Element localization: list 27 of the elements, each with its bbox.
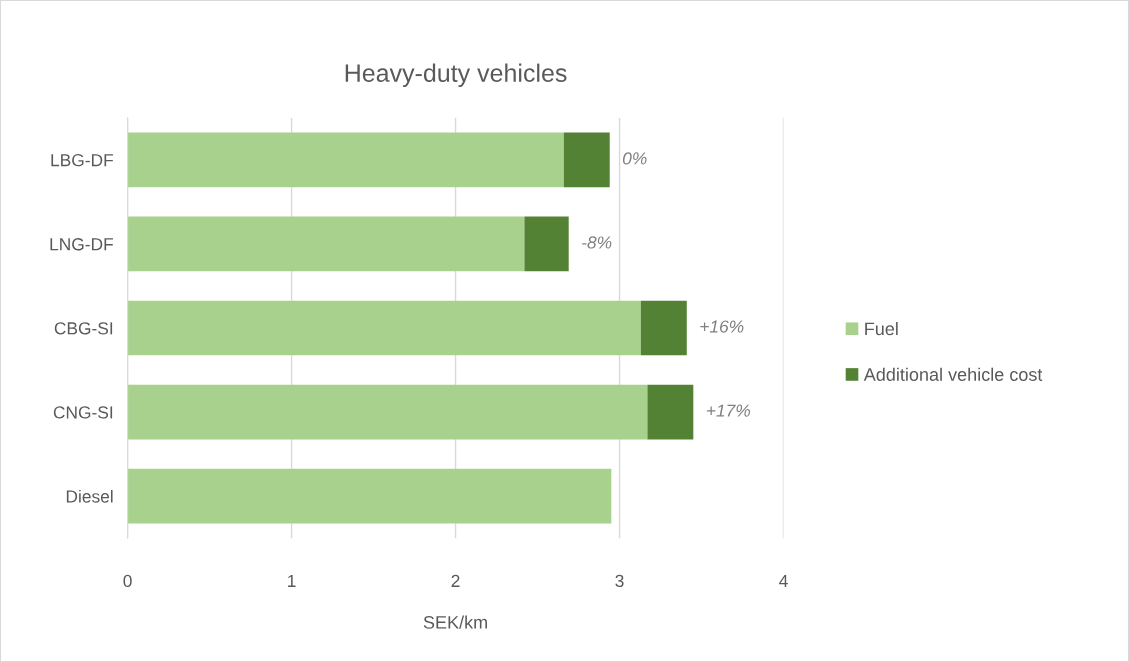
chart-title: Heavy-duty vehicles — [345, 63, 567, 87]
bar — [647, 384, 694, 440]
annotation: 0% — [622, 152, 647, 165]
x-tick-label: 4 — [779, 574, 788, 587]
y-tick-label: CNG-SI — [53, 406, 113, 419]
bar — [127, 384, 648, 440]
annotation: +16% — [700, 320, 744, 333]
y-tick-label: CBG-SI — [54, 322, 113, 335]
annotation: -8% — [582, 236, 612, 249]
x-tick-label: 0 — [123, 574, 132, 588]
bar — [524, 216, 569, 272]
x-tick-label: 3 — [615, 574, 624, 588]
y-tick-label: Diesel — [66, 489, 113, 503]
y-tick-label: LBG-DF — [51, 154, 113, 167]
bar — [127, 300, 641, 356]
bar — [563, 132, 610, 188]
legend-label: Fuel — [865, 321, 898, 336]
x-tick-label: 2 — [451, 574, 460, 587]
bar — [640, 300, 687, 356]
bar — [127, 132, 564, 188]
bar — [127, 468, 612, 524]
bar — [127, 216, 525, 272]
legend-label: Additional vehicle cost — [863, 367, 1043, 381]
x-axis-title: SEK/km — [423, 615, 487, 629]
y-tick-label: LNG-DF — [50, 238, 113, 251]
x-tick-label: 1 — [288, 574, 296, 587]
annotation: +17% — [706, 404, 750, 417]
